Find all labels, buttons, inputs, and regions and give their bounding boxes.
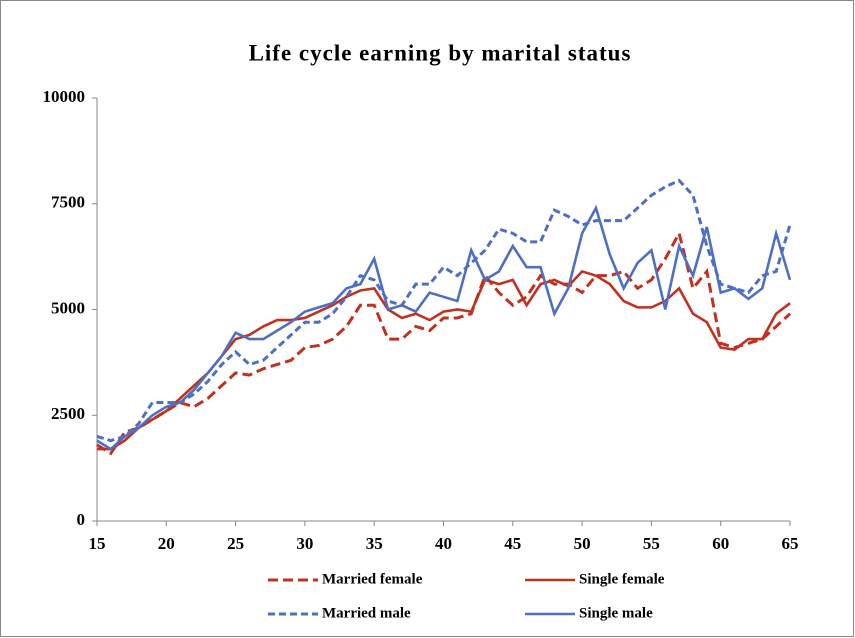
x-tick-label: 55 — [643, 534, 660, 553]
series-line — [96, 178, 792, 443]
x-tick-label: 40 — [435, 534, 452, 553]
legend-label: Married male — [322, 605, 411, 621]
x-tick-label: 65 — [782, 534, 799, 553]
x-tick-label: 45 — [504, 534, 521, 553]
y-tick-label: 10000 — [43, 87, 86, 106]
x-tick-label: 15 — [89, 534, 106, 553]
x-tick-label: 50 — [574, 534, 591, 553]
legend-label: Single male — [579, 605, 653, 621]
x-tick-label: 35 — [366, 534, 383, 553]
x-tick-label: 60 — [712, 534, 729, 553]
series-line — [96, 229, 792, 456]
y-tick-label: 0 — [77, 510, 86, 529]
legend-label: Single female — [579, 571, 665, 587]
y-tick-label: 5000 — [51, 298, 85, 317]
y-tick-label: 2500 — [51, 404, 85, 423]
chart-title: Life cycle earning by marital status — [249, 40, 632, 65]
x-tick-label: 20 — [158, 534, 175, 553]
y-tick-label: 7500 — [51, 193, 85, 212]
x-tick-label: 30 — [296, 534, 313, 553]
legend-label: Married female — [322, 571, 423, 587]
series-line — [96, 204, 792, 451]
x-tick-label: 25 — [227, 534, 244, 553]
